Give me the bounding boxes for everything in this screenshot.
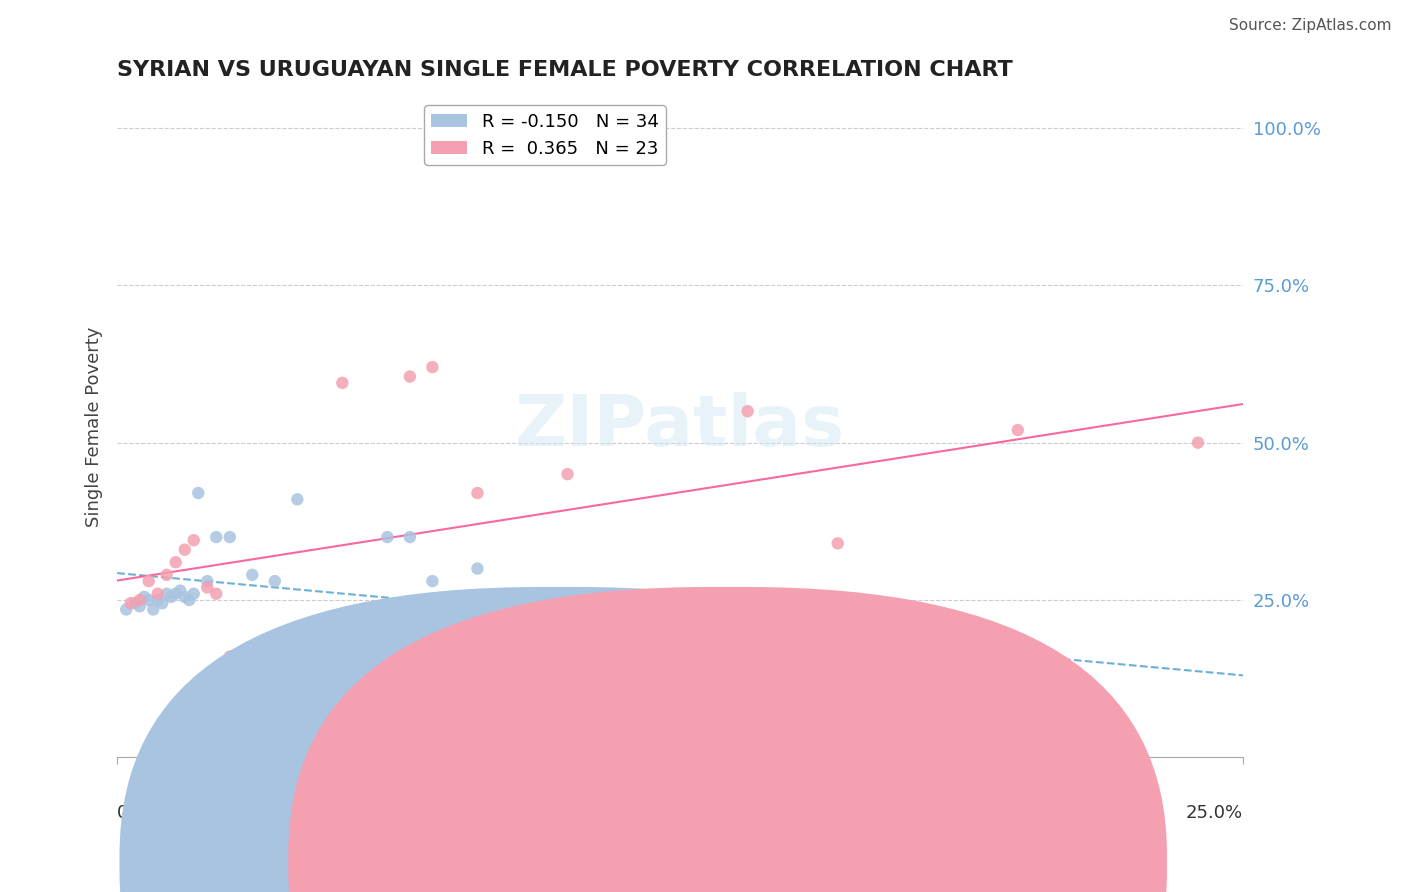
Point (1007, 423, 1029, 437)
Point (782, 612, 804, 626)
Point (285, 492, 308, 507)
Point (399, 530, 422, 544)
Point (115, 602, 138, 616)
Point (165, 587, 187, 601)
Point (1007, 659, 1029, 673)
Point (195, 581, 218, 595)
Point (183, 533, 205, 548)
Point (330, 376, 353, 390)
Text: Uruguayans: Uruguayans (731, 847, 839, 864)
Legend: R = -0.150   N = 34, R =  0.365   N = 23: R = -0.150 N = 34, R = 0.365 N = 23 (425, 105, 666, 165)
Text: Source: ZipAtlas.com: Source: ZipAtlas.com (1229, 18, 1392, 33)
Point (512, 587, 534, 601)
Text: 25.0%: 25.0% (1185, 804, 1243, 822)
Point (128, 599, 150, 614)
Point (156, 567, 179, 582)
Point (138, 593, 160, 607)
Point (557, 467, 579, 482)
Point (872, 647, 894, 661)
Text: SYRIAN VS URUGUAYAN SINGLE FEMALE POVERTY CORRELATION CHART: SYRIAN VS URUGUAYAN SINGLE FEMALE POVERT… (117, 60, 1012, 79)
Point (827, 536, 849, 550)
Text: ZIPatlas: ZIPatlas (515, 392, 845, 461)
Point (128, 593, 150, 607)
Point (146, 587, 169, 601)
Point (1187, 435, 1209, 450)
Point (146, 593, 169, 607)
Point (422, 574, 444, 589)
Point (179, 593, 201, 607)
Point (285, 653, 308, 667)
Point (160, 590, 183, 604)
Point (399, 369, 422, 384)
Point (150, 596, 173, 610)
Point (240, 662, 263, 676)
Point (120, 596, 142, 610)
Point (195, 574, 218, 589)
Point (263, 574, 285, 589)
Y-axis label: Single Female Poverty: Single Female Poverty (86, 326, 103, 527)
Point (377, 530, 399, 544)
Point (205, 530, 228, 544)
Point (124, 596, 146, 610)
Point (737, 404, 759, 418)
Point (138, 574, 160, 589)
Point (218, 530, 240, 544)
Point (602, 659, 624, 673)
Point (156, 587, 179, 601)
Point (169, 583, 191, 598)
Point (183, 587, 205, 601)
Point (165, 555, 187, 569)
Point (422, 360, 444, 375)
Point (218, 649, 240, 664)
Point (647, 640, 669, 655)
Text: 0.0%: 0.0% (117, 804, 163, 822)
Point (647, 634, 669, 648)
Point (173, 542, 195, 557)
Point (557, 615, 579, 629)
Point (187, 486, 209, 500)
Point (692, 678, 714, 692)
Point (173, 590, 195, 604)
Text: Syrians: Syrians (591, 847, 657, 864)
Point (240, 567, 263, 582)
Point (134, 590, 156, 604)
Point (142, 602, 165, 616)
Point (467, 561, 489, 575)
Point (467, 486, 489, 500)
Point (205, 587, 228, 601)
